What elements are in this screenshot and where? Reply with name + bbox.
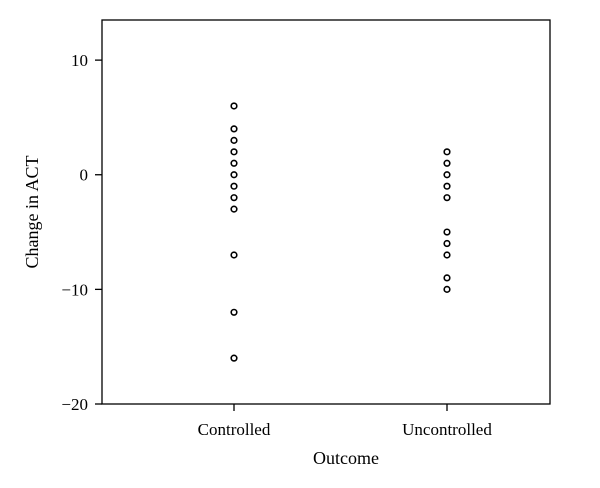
y-tick-label: −20: [61, 395, 88, 414]
data-point: [443, 239, 451, 248]
data-point: [443, 251, 451, 259]
x-tick-label: Uncontrolled: [402, 420, 492, 439]
data-point: [230, 125, 238, 133]
data-point: [230, 308, 238, 316]
y-axis-label: Change in ACT: [22, 156, 42, 269]
x-axis: Controlled Uncontrolled: [198, 404, 492, 439]
data-point: [230, 102, 238, 110]
data-point: [443, 285, 451, 293]
x-axis-label: Outcome: [313, 448, 379, 468]
data-point: [230, 171, 238, 179]
data-point: [443, 182, 451, 190]
y-tick-label: −10: [61, 280, 88, 299]
data-point: [230, 148, 238, 156]
data-point: [230, 159, 238, 167]
data-point: [443, 228, 451, 236]
data-point: [230, 136, 238, 144]
data-point: [230, 251, 238, 259]
data-point: [443, 171, 451, 179]
data-point: [443, 274, 451, 282]
data-point: [230, 194, 238, 202]
plot-frame: [101, 19, 551, 405]
data-point: [443, 148, 451, 156]
data-points: [230, 102, 451, 362]
y-tick-label: 0: [80, 166, 89, 185]
data-point: [230, 205, 238, 213]
data-point: [230, 354, 238, 362]
data-point: [230, 182, 238, 190]
data-point: [443, 159, 451, 167]
y-tick-label: 10: [71, 51, 88, 70]
data-point: [443, 194, 451, 202]
x-tick-label: Controlled: [198, 420, 271, 439]
y-axis: 10 0 −10 −20: [61, 51, 102, 414]
